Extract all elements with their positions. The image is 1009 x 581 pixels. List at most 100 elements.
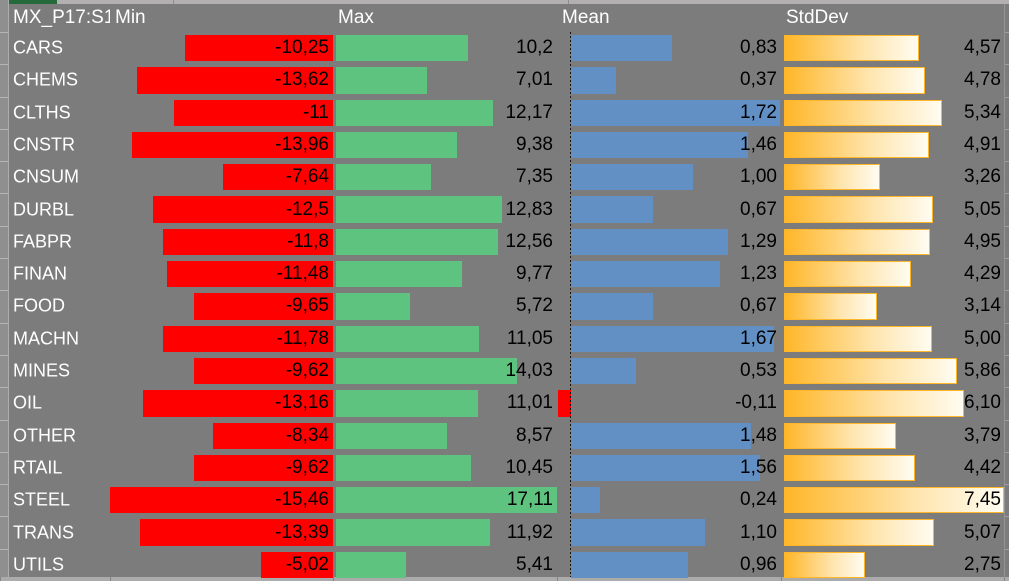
stddev-cell[interactable]: 4,78 bbox=[781, 64, 1005, 96]
row-label-cell[interactable]: FOOD bbox=[8, 290, 110, 322]
header-cell-stddev[interactable]: StdDev bbox=[781, 4, 1009, 32]
stddev-cell[interactable]: 3,26 bbox=[781, 161, 1005, 193]
min-value: -7,64 bbox=[285, 166, 329, 188]
stddev-cell[interactable]: 5,86 bbox=[781, 355, 1005, 387]
max-cell[interactable]: 5,41 bbox=[333, 549, 557, 581]
stddev-cell[interactable]: 7,45 bbox=[781, 484, 1005, 516]
min-cell[interactable]: -5,02 bbox=[110, 549, 333, 581]
max-cell[interactable]: 7,35 bbox=[333, 161, 557, 193]
min-cell[interactable]: -8,34 bbox=[110, 420, 333, 452]
min-cell[interactable]: -12,5 bbox=[110, 193, 333, 225]
stddev-cell[interactable]: 5,34 bbox=[781, 97, 1005, 129]
row-label-cell[interactable]: OIL bbox=[8, 387, 110, 419]
max-cell[interactable]: 12,17 bbox=[333, 97, 557, 129]
mean-databar bbox=[571, 487, 601, 514]
row-label-cell[interactable]: FINAN bbox=[8, 258, 110, 290]
row-label-cell[interactable]: CNSTR bbox=[8, 129, 110, 161]
gridline bbox=[0, 354, 8, 356]
min-cell[interactable]: -11,78 bbox=[110, 323, 333, 355]
mean-cell[interactable]: 0,24 bbox=[557, 484, 781, 516]
stddev-cell[interactable]: 5,05 bbox=[781, 193, 1005, 225]
max-cell[interactable]: 7,01 bbox=[333, 64, 557, 96]
mean-cell[interactable]: 0,37 bbox=[557, 64, 781, 96]
min-cell[interactable]: -9,65 bbox=[110, 290, 333, 322]
min-value: -12,5 bbox=[285, 198, 329, 220]
max-cell[interactable]: 14,03 bbox=[333, 355, 557, 387]
max-cell[interactable]: 12,56 bbox=[333, 226, 557, 258]
min-cell[interactable]: -9,62 bbox=[110, 355, 333, 387]
max-value: 7,35 bbox=[516, 166, 553, 188]
min-cell[interactable]: -10,25 bbox=[110, 32, 333, 64]
min-cell[interactable]: -11 bbox=[110, 97, 333, 129]
mean-cell[interactable]: 1,23 bbox=[557, 258, 781, 290]
max-cell[interactable]: 10,2 bbox=[333, 32, 557, 64]
stddev-cell[interactable]: 2,75 bbox=[781, 549, 1005, 581]
max-cell[interactable]: 11,05 bbox=[333, 323, 557, 355]
max-cell[interactable]: 9,77 bbox=[333, 258, 557, 290]
stddev-cell[interactable]: 5,07 bbox=[781, 516, 1005, 548]
header-cell-min[interactable]: Min bbox=[110, 4, 333, 32]
range-name-cell[interactable]: MX_P17:S1 bbox=[8, 4, 110, 32]
stddev-cell[interactable]: 4,95 bbox=[781, 226, 1005, 258]
gridline bbox=[0, 161, 8, 163]
mean-cell[interactable]: 1,29 bbox=[557, 226, 781, 258]
max-cell[interactable]: 5,72 bbox=[333, 290, 557, 322]
gridline bbox=[0, 128, 8, 130]
min-cell[interactable]: -13,16 bbox=[110, 387, 333, 419]
min-cell[interactable]: -15,46 bbox=[110, 484, 333, 516]
min-cell[interactable]: -11,8 bbox=[110, 226, 333, 258]
max-cell[interactable]: 17,11 bbox=[333, 484, 557, 516]
mean-cell[interactable]: 1,00 bbox=[557, 161, 781, 193]
stddev-cell[interactable]: 4,57 bbox=[781, 32, 1005, 64]
mean-cell[interactable]: 1,48 bbox=[557, 420, 781, 452]
bottom-gridline-strip bbox=[0, 577, 1009, 581]
mean-cell[interactable]: 1,10 bbox=[557, 516, 781, 548]
row-label-cell[interactable]: DURBL bbox=[8, 193, 110, 225]
mean-cell[interactable]: 1,46 bbox=[557, 129, 781, 161]
max-cell[interactable]: 9,38 bbox=[333, 129, 557, 161]
min-cell[interactable]: -11,48 bbox=[110, 258, 333, 290]
mean-cell[interactable]: 0,53 bbox=[557, 355, 781, 387]
row-label-cell[interactable]: CLTHS bbox=[8, 97, 110, 129]
min-cell[interactable]: -13,39 bbox=[110, 516, 333, 548]
stddev-cell[interactable]: 4,91 bbox=[781, 129, 1005, 161]
max-cell[interactable]: 8,57 bbox=[333, 420, 557, 452]
mean-cell[interactable]: 0,83 bbox=[557, 32, 781, 64]
gridline bbox=[0, 451, 8, 453]
row-label-cell[interactable]: CARS bbox=[8, 32, 110, 64]
stddev-cell[interactable]: 4,42 bbox=[781, 452, 1005, 484]
stddev-cell[interactable]: 3,79 bbox=[781, 420, 1005, 452]
row-label-cell[interactable]: FABPR bbox=[8, 226, 110, 258]
row-label-cell[interactable]: CNSUM bbox=[8, 161, 110, 193]
row-label-cell[interactable]: CHEMS bbox=[8, 64, 110, 96]
max-cell[interactable]: 11,01 bbox=[333, 387, 557, 419]
mean-cell[interactable]: 1,67 bbox=[557, 323, 781, 355]
gridline bbox=[781, 577, 782, 581]
max-cell[interactable]: 10,45 bbox=[333, 452, 557, 484]
stddev-cell[interactable]: 3,14 bbox=[781, 290, 1005, 322]
row-label-cell[interactable]: OTHER bbox=[8, 420, 110, 452]
stddev-cell[interactable]: 4,29 bbox=[781, 258, 1005, 290]
row-label-cell[interactable]: UTILS bbox=[8, 549, 110, 581]
mean-cell[interactable]: 1,72 bbox=[557, 97, 781, 129]
min-cell[interactable]: -9,62 bbox=[110, 452, 333, 484]
mean-cell[interactable]: 0,96 bbox=[557, 549, 781, 581]
mean-cell[interactable]: 0,67 bbox=[557, 193, 781, 225]
max-cell[interactable]: 12,83 bbox=[333, 193, 557, 225]
min-cell[interactable]: -13,96 bbox=[110, 129, 333, 161]
stddev-cell[interactable]: 6,10 bbox=[781, 387, 1005, 419]
min-cell[interactable]: -7,64 bbox=[110, 161, 333, 193]
row-label-cell[interactable]: RTAIL bbox=[8, 452, 110, 484]
row-label-cell[interactable]: STEEL bbox=[8, 484, 110, 516]
mean-cell[interactable]: -0,11 bbox=[557, 387, 781, 419]
row-label-cell[interactable]: MINES bbox=[8, 355, 110, 387]
mean-cell[interactable]: 1,56 bbox=[557, 452, 781, 484]
max-cell[interactable]: 11,92 bbox=[333, 516, 557, 548]
stddev-cell[interactable]: 5,00 bbox=[781, 323, 1005, 355]
row-label-cell[interactable]: TRANS bbox=[8, 516, 110, 548]
min-cell[interactable]: -13,62 bbox=[110, 64, 333, 96]
mean-cell[interactable]: 0,67 bbox=[557, 290, 781, 322]
row-label-cell[interactable]: MACHN bbox=[8, 323, 110, 355]
header-cell-max[interactable]: Max bbox=[333, 4, 557, 32]
header-cell-mean[interactable]: Mean bbox=[557, 4, 781, 32]
